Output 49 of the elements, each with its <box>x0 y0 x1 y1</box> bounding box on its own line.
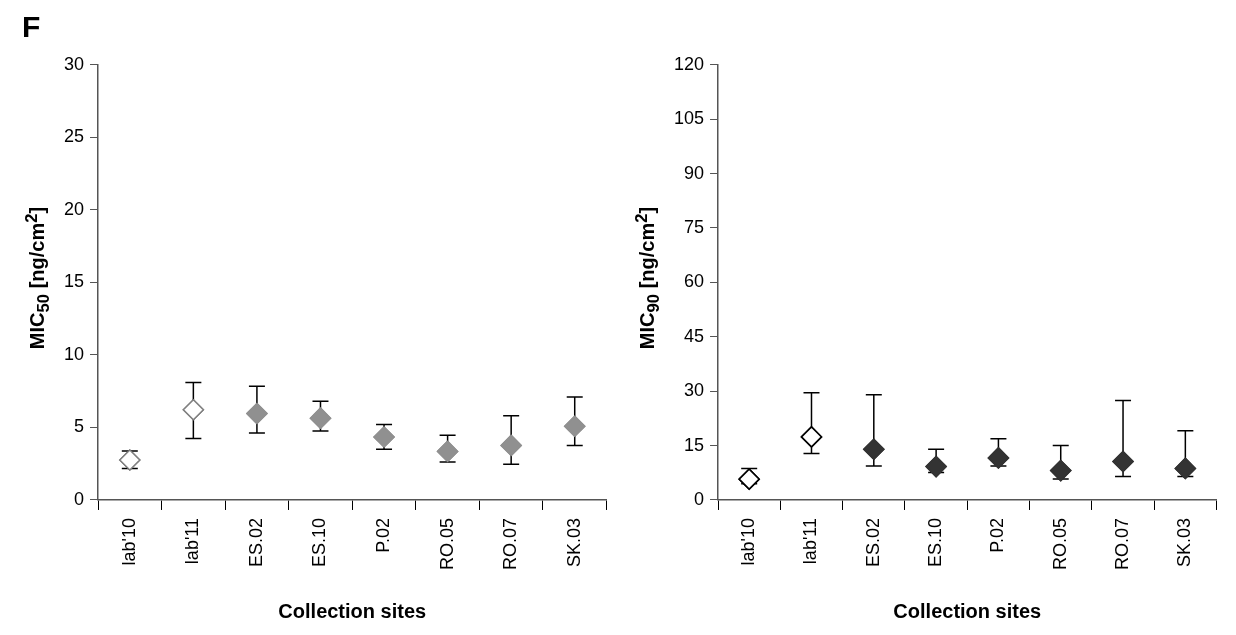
x-tick-label: RO.07 <box>1112 517 1133 571</box>
y-tick-label: 15 <box>684 434 705 455</box>
y-tick-label: 120 <box>673 53 705 74</box>
point <box>182 399 205 421</box>
y-tick-label: 30 <box>63 53 85 74</box>
x-tick-label: RO.07 <box>500 517 521 571</box>
point <box>563 415 586 438</box>
x-tick-label: ES.10 <box>925 517 946 568</box>
x-tick-label: SK.03 <box>1174 517 1195 568</box>
point <box>309 407 332 429</box>
y-tick-label: 105 <box>673 108 705 129</box>
x-axis-title: Collection sites <box>278 599 427 622</box>
point <box>738 468 760 490</box>
x-tick-label: RO.05 <box>436 517 457 571</box>
y-tick-label: 75 <box>684 216 705 237</box>
y-tick-label: 30 <box>684 380 705 401</box>
y-tick-label: 90 <box>684 162 705 183</box>
y-tick-label: 0 <box>694 488 705 509</box>
x-tick-label: P.02 <box>987 517 1008 553</box>
x-tick-label: ES.02 <box>245 517 266 568</box>
x-tick-label: RO.05 <box>1049 517 1070 571</box>
point <box>1112 450 1134 473</box>
x-tick-label: ES.02 <box>862 517 883 568</box>
y-tick-label: 60 <box>684 271 705 292</box>
x-axis-title: Collection sites <box>893 599 1042 622</box>
x-tick-label: lab'10 <box>738 517 759 566</box>
point <box>800 426 823 448</box>
point <box>246 402 268 425</box>
point <box>500 434 522 457</box>
point <box>436 440 459 463</box>
point <box>863 438 885 460</box>
y-tick-label: 10 <box>63 343 85 364</box>
y-tick-label: 5 <box>74 416 85 437</box>
x-tick-label: ES.10 <box>309 517 330 568</box>
point <box>1174 457 1197 480</box>
text: F <box>22 10 41 44</box>
y-tick-label: 20 <box>63 198 85 219</box>
point <box>987 447 1010 469</box>
x-tick-label: lab'11 <box>800 517 821 565</box>
x-tick-label: P.02 <box>373 517 394 553</box>
point <box>925 455 947 478</box>
x-tick-label: lab'11 <box>182 517 203 565</box>
x-tick-label: SK.03 <box>563 517 584 568</box>
y-tick-label: 15 <box>63 271 85 292</box>
point <box>1049 459 1072 482</box>
y-tick-label: 0 <box>74 488 85 509</box>
y-tick-label: 45 <box>684 325 705 346</box>
y-tick-label: 25 <box>63 126 85 147</box>
x-tick-label: lab'10 <box>118 517 139 566</box>
